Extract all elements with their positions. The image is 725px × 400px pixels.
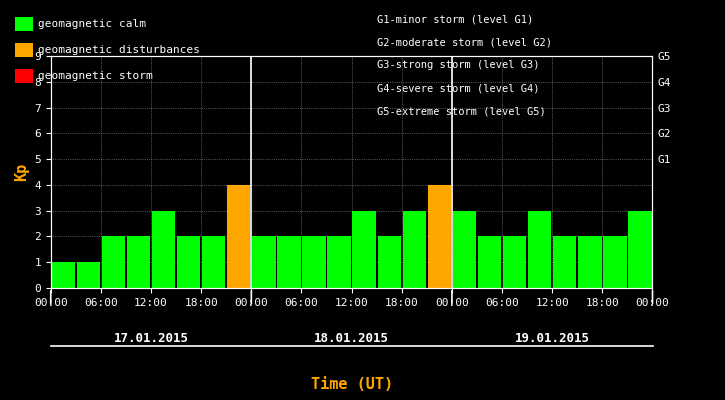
Bar (328, 236, 351, 288)
Bar (478, 236, 501, 288)
Text: Time (UT): Time (UT) (310, 377, 393, 392)
Bar (152, 211, 175, 288)
Bar (177, 236, 200, 288)
Bar (127, 236, 150, 288)
Bar (277, 236, 301, 288)
Bar (503, 236, 526, 288)
Bar (202, 236, 225, 288)
Text: G4-severe storm (level G4): G4-severe storm (level G4) (377, 84, 539, 94)
Bar (452, 211, 476, 288)
Bar (528, 211, 552, 288)
Y-axis label: Kp: Kp (14, 163, 29, 181)
Text: G5-extreme storm (level G5): G5-extreme storm (level G5) (377, 107, 546, 117)
Bar (51, 262, 75, 288)
Bar (302, 236, 326, 288)
Text: G1-minor storm (level G1): G1-minor storm (level G1) (377, 14, 534, 24)
Bar (402, 211, 426, 288)
Bar (227, 185, 251, 288)
Text: G3-strong storm (level G3): G3-strong storm (level G3) (377, 60, 539, 70)
Text: 19.01.2015: 19.01.2015 (515, 332, 589, 346)
Bar (603, 236, 626, 288)
Bar (102, 236, 125, 288)
Bar (77, 262, 100, 288)
Text: geomagnetic disturbances: geomagnetic disturbances (38, 45, 199, 55)
Text: geomagnetic calm: geomagnetic calm (38, 19, 146, 29)
Bar (553, 236, 576, 288)
Bar (578, 236, 602, 288)
Text: geomagnetic storm: geomagnetic storm (38, 71, 152, 81)
Text: 17.01.2015: 17.01.2015 (114, 332, 188, 346)
Bar (629, 211, 652, 288)
Bar (378, 236, 401, 288)
Bar (252, 236, 276, 288)
Text: 18.01.2015: 18.01.2015 (314, 332, 389, 346)
Text: G2-moderate storm (level G2): G2-moderate storm (level G2) (377, 37, 552, 47)
Bar (428, 185, 451, 288)
Bar (352, 211, 376, 288)
